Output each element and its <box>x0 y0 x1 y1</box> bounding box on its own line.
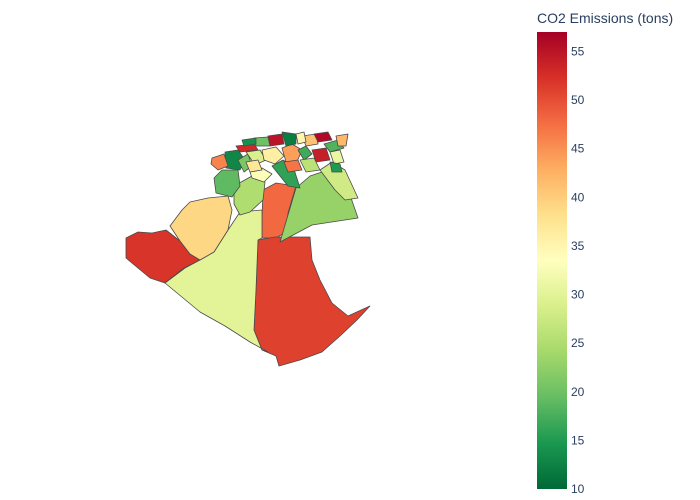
map-region[interactable] <box>297 145 313 161</box>
map-region[interactable] <box>295 131 307 145</box>
map-region[interactable] <box>241 137 257 147</box>
colorbar-tick-label: 40 <box>571 190 585 204</box>
colorbar-gradient <box>537 32 567 489</box>
colorbar-tick-label: 45 <box>571 142 585 156</box>
colorbar-tick-label: 50 <box>571 93 585 107</box>
colorbar-title: CO2 Emissions (tons) <box>537 10 674 26</box>
map-region[interactable] <box>335 133 349 147</box>
colorbar-ticks: 10 15 20 25 30 35 40 45 50 55 <box>571 44 585 496</box>
map-region[interactable] <box>281 131 297 147</box>
colorbar-tick-label: 25 <box>571 336 585 350</box>
map-region[interactable] <box>267 133 285 147</box>
colorbar: 10 15 20 25 30 35 40 45 50 55 <box>537 32 585 496</box>
colorbar-tick-label: 35 <box>571 239 585 253</box>
map-region[interactable] <box>299 157 321 173</box>
colorbar-tick-label: 20 <box>571 385 585 399</box>
map-region[interactable] <box>169 195 233 261</box>
map-region[interactable] <box>245 159 263 173</box>
colorbar-tick-label: 55 <box>571 44 585 58</box>
map-region[interactable] <box>313 131 333 143</box>
map-region[interactable] <box>210 153 229 171</box>
map-region[interactable] <box>329 149 345 165</box>
colorbar-tick-label: 15 <box>571 433 585 447</box>
map-region[interactable] <box>213 169 241 198</box>
colorbar-tick-label: 10 <box>571 482 585 496</box>
map-regions <box>125 131 371 367</box>
map-region[interactable] <box>261 146 285 165</box>
map-region[interactable] <box>253 236 371 367</box>
map-region[interactable] <box>311 147 331 163</box>
map-region[interactable] <box>329 161 343 173</box>
map-region[interactable] <box>283 159 303 173</box>
colorbar-tick-label: 30 <box>571 288 585 302</box>
